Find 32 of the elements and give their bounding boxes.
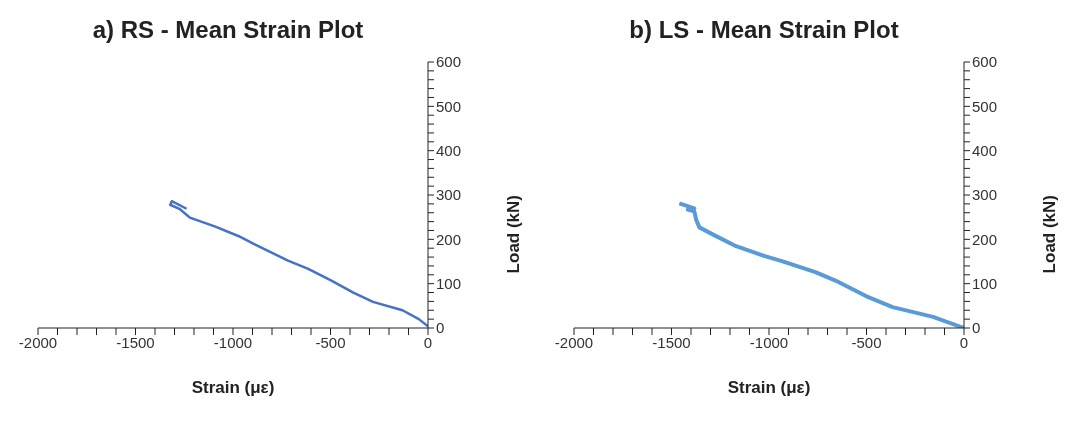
x-tick-label: -1000 [213,333,253,351]
y-tick-label: 200 [436,230,462,248]
y-tick-label: 200 [972,230,998,248]
x-axis-title: Strain (με) [191,378,275,397]
x-tick-label: -1500 [116,333,155,351]
y-axis-title: Load (kN) [1040,195,1060,274]
y-tick-label: 100 [972,274,998,292]
y-tick-label: 600 [436,53,462,71]
y-tick-label: 300 [972,186,998,204]
y-tick-label: 100 [436,274,462,292]
y-tick-label: 0 [972,319,981,337]
y-tick-label: 400 [436,141,462,159]
y-tick-label: 600 [972,53,998,71]
x-axis-title: Strain (με) [727,378,811,397]
y-tick-label: 0 [436,319,445,337]
chart-title: a) RS - Mean Strain Plot [91,15,365,45]
chart-title: b) LS - Mean Strain Plot [628,15,900,45]
y-axis-title: Load (kN) [504,195,524,274]
line-series [168,199,428,328]
x-tick-label: -2000 [18,333,58,351]
x-tick-label: -1000 [749,333,789,351]
y-tick-label: 500 [972,97,998,115]
y-tick-label: 300 [436,186,462,204]
line-series [677,201,964,328]
x-tick-label: -500 [315,333,346,351]
y-tick-label: 400 [972,141,998,159]
x-tick-label: 0 [959,333,969,351]
x-tick-label: -2000 [554,333,594,351]
y-tick-label: 500 [436,97,462,115]
x-tick-label: -500 [851,333,882,351]
x-tick-label: 0 [423,333,433,351]
x-tick-label: -1500 [652,333,691,351]
